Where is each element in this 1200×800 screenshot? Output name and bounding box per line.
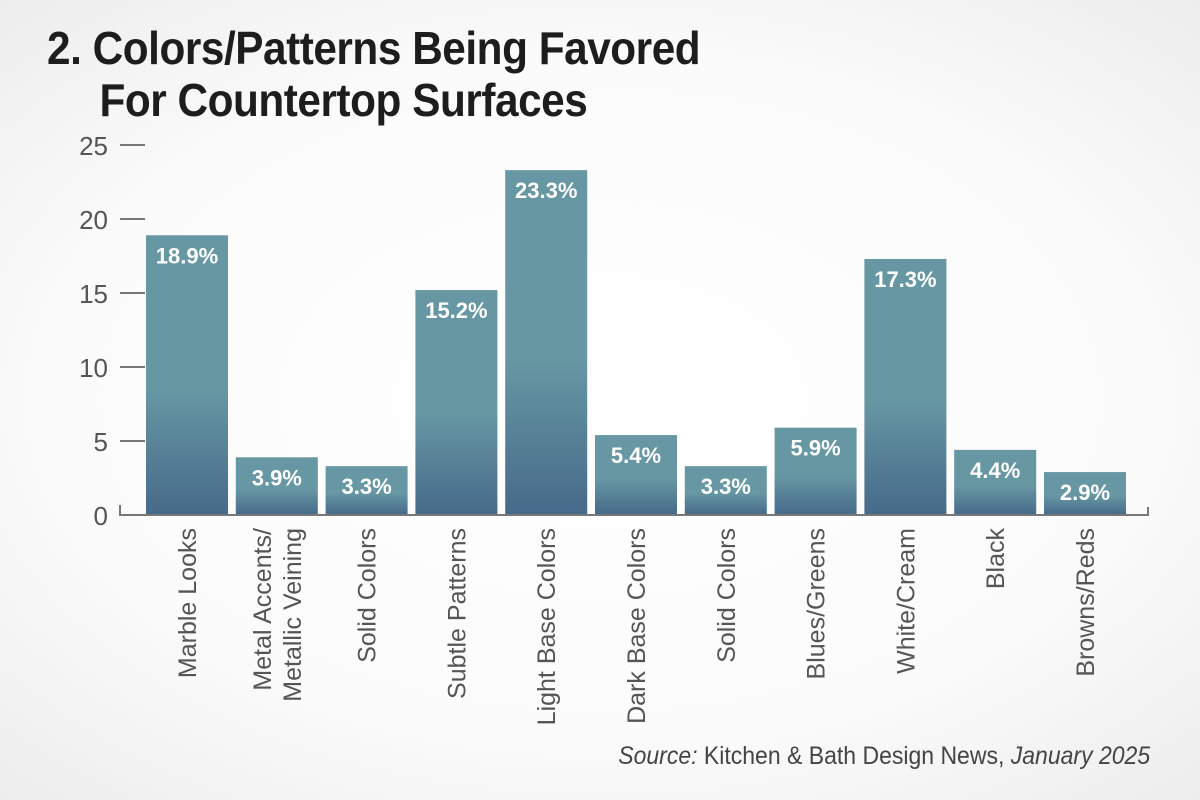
bar: [505, 170, 588, 515]
bar: [954, 449, 1037, 515]
x-tick-label: Blues/Greens: [803, 528, 831, 679]
y-tick-label: 10: [79, 353, 108, 383]
y-tick-label: 15: [79, 279, 108, 309]
bar-value-label: 2.9%: [1060, 480, 1110, 505]
bar: [146, 235, 228, 515]
x-tick-label-line: Dark Base Colors: [623, 528, 651, 724]
x-tick-label-line: Blues/Greens: [803, 528, 831, 679]
bar-value-label: 23.3%: [515, 178, 577, 203]
x-tick-label-line: Black: [982, 528, 1010, 590]
x-tick-label-line: Marble Looks: [174, 528, 202, 678]
x-tick-label-line: Metal Accents/: [249, 528, 277, 691]
source-publication: Kitchen & Bath Design News,: [697, 742, 1005, 770]
x-tick-label: Black: [982, 528, 1010, 590]
x-tick-label-line: Solid Colors: [354, 528, 382, 663]
bar: [864, 258, 947, 515]
bar-value-label: 17.3%: [874, 267, 936, 292]
bar-value-label: 18.9%: [156, 243, 218, 268]
bar-value-label: 3.9%: [252, 465, 302, 490]
x-tick-label: Subtle Patterns: [443, 528, 471, 699]
bar-value-label: 3.3%: [701, 474, 751, 499]
source-prefix: Source:: [618, 742, 698, 770]
x-tick-label-line: Light Base Colors: [533, 528, 561, 725]
x-tick-label: Dark Base Colors: [623, 528, 651, 724]
y-tick-label: 25: [79, 131, 108, 161]
x-tick-label-line: White/Cream: [892, 528, 920, 674]
y-axis: 0 5 10 15 20 25: [79, 131, 145, 531]
bar: [415, 290, 498, 515]
x-tick-label: Light Base Colors: [533, 528, 561, 725]
x-tick-label: White/Cream: [892, 528, 920, 674]
x-tick-label: Metal Accents/Metallic Veining: [249, 528, 307, 702]
bar: [1044, 472, 1126, 515]
chart-title-line2: For Countertop Surfaces: [99, 74, 588, 126]
bars: 18.9% 3.9% 3.3% 15.2% 23.3% 5.4% 3.3% 5.9% 17.3%…: [146, 170, 1126, 515]
source-date: January 2025: [1004, 742, 1150, 770]
x-tick-label: Solid Colors: [354, 528, 382, 663]
bar-value-label: 5.9%: [791, 436, 841, 461]
y-tick-label: 5: [94, 427, 108, 457]
x-axis-line: [119, 505, 1149, 516]
bar: [325, 466, 408, 515]
bar: [595, 435, 677, 515]
y-tick-label: 0: [94, 501, 108, 531]
x-tick-label-line: Browns/Reds: [1072, 528, 1100, 677]
bar: [774, 427, 857, 515]
bar: [235, 457, 318, 515]
x-tick-label-line: Subtle Patterns: [443, 528, 471, 699]
bar-value-label: 4.4%: [970, 458, 1020, 483]
y-tick-label: 20: [79, 205, 108, 235]
chart-title: 2. Colors/Patterns Being Favored For Cou…: [47, 22, 701, 126]
bar: [684, 466, 767, 515]
bar-value-label: 15.2%: [425, 298, 487, 323]
x-tick-label-line: Metallic Veining: [279, 528, 307, 702]
chart-title-line1: 2. Colors/Patterns Being Favored: [47, 22, 701, 74]
source-caption: Source: Kitchen & Bath Design News, Janu…: [618, 742, 1150, 771]
x-axis: Marble Looks Metal Accents/Metallic Veini…: [119, 505, 1149, 725]
x-tick-label-line: Solid Colors: [713, 528, 741, 663]
bar-value-label: 3.3%: [342, 474, 392, 499]
x-tick-label: Marble Looks: [174, 528, 202, 678]
x-tick-label: Browns/Reds: [1072, 528, 1100, 677]
x-tick-label: Solid Colors: [713, 528, 741, 663]
bar-value-label: 5.4%: [611, 443, 661, 468]
